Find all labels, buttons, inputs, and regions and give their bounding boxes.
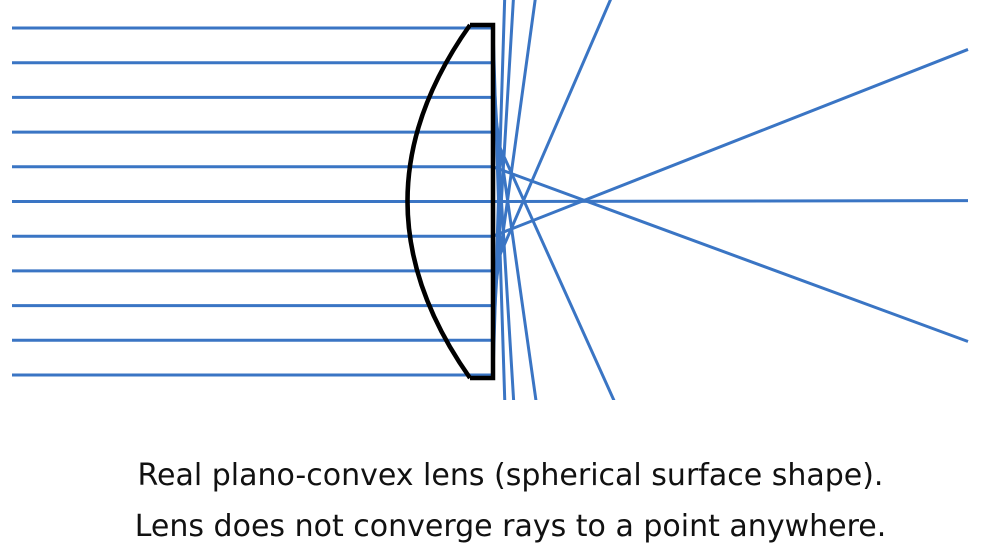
light-ray-2 — [12, 61, 516, 400]
lens-flat-surface — [470, 22, 496, 381]
light-ray-8 — [12, 0, 612, 273]
light-ray-7 — [12, 48, 969, 238]
lens-curved-surface — [405, 23, 472, 380]
light-ray-6 — [12, 199, 969, 203]
plano-convex-lens — [405, 22, 496, 381]
light-ray-1 — [12, 26, 507, 400]
lens-ray-diagram — [12, 0, 969, 400]
light-ray-5 — [12, 165, 969, 343]
light-ray-3 — [12, 95, 538, 400]
light-ray-11 — [12, 0, 507, 377]
light-rays — [12, 0, 969, 400]
caption-line-1: Real plano-convex lens (spherical surfac… — [137, 458, 884, 493]
caption-line-2: Lens does not converge rays to a point a… — [134, 509, 887, 544]
light-ray-9 — [12, 0, 537, 308]
light-ray-4 — [12, 130, 616, 400]
